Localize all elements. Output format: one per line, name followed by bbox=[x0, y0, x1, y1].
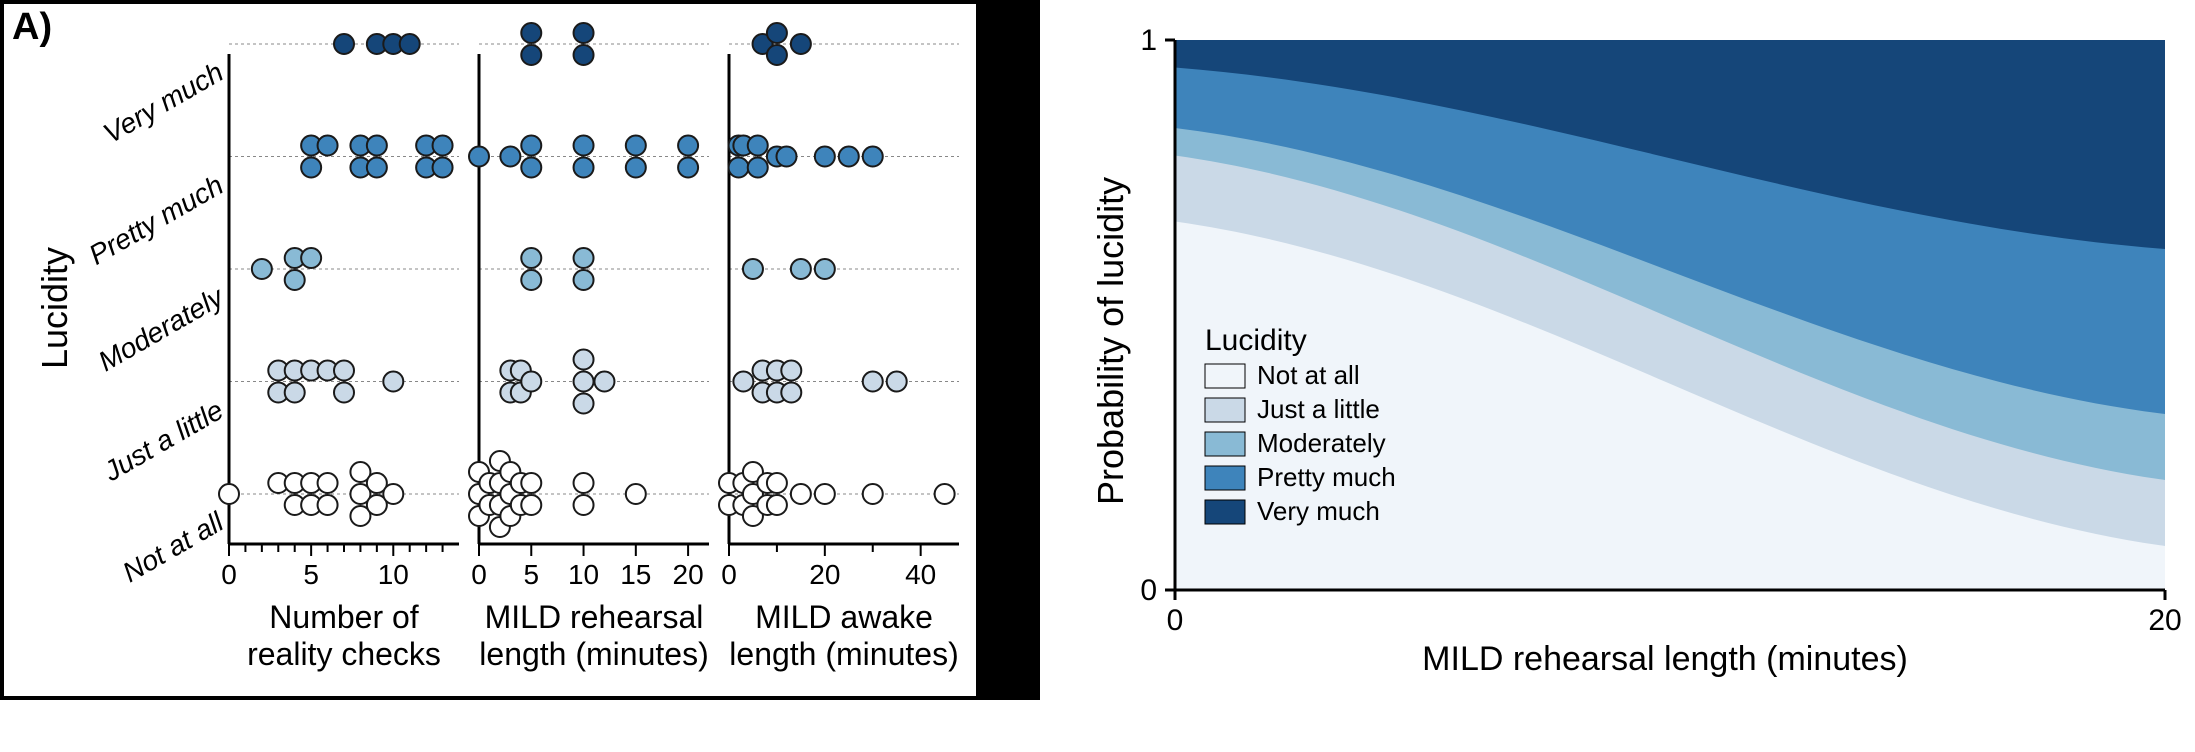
probability-chart: 01020LucidityNot at allJust a littleMode… bbox=[1045, 0, 2195, 700]
xlabel-2: MILD awakelength (minutes) bbox=[719, 599, 969, 673]
svg-text:0: 0 bbox=[1167, 604, 1184, 637]
gap-black-bar bbox=[980, 0, 1040, 700]
svg-text:Very much: Very much bbox=[1257, 496, 1380, 526]
svg-text:0: 0 bbox=[221, 559, 237, 590]
svg-text:Lucidity: Lucidity bbox=[1205, 324, 1307, 357]
scatter-plots: 0 5 10 0 5 10 15 20 0 20 40 bbox=[4, 4, 976, 696]
svg-text:Just a little: Just a little bbox=[1257, 394, 1380, 424]
svg-text:10: 10 bbox=[378, 559, 409, 590]
svg-text:5: 5 bbox=[303, 559, 319, 590]
svg-text:20: 20 bbox=[673, 559, 704, 590]
svg-text:1: 1 bbox=[1140, 24, 1157, 57]
figure-page: A) Lucidity Not at allJust a littleModer… bbox=[0, 0, 2195, 752]
svg-text:40: 40 bbox=[905, 559, 936, 590]
svg-text:Moderately: Moderately bbox=[1257, 428, 1386, 458]
svg-text:0: 0 bbox=[1140, 574, 1157, 607]
svg-text:20: 20 bbox=[809, 559, 840, 590]
svg-text:Pretty much: Pretty much bbox=[1257, 462, 1396, 492]
panel-B-x-axis-title: MILD rehearsal length (minutes) bbox=[1315, 640, 2015, 679]
svg-text:5: 5 bbox=[523, 559, 539, 590]
svg-text:15: 15 bbox=[620, 559, 651, 590]
svg-text:0: 0 bbox=[721, 559, 737, 590]
svg-text:0: 0 bbox=[471, 559, 487, 590]
svg-text:20: 20 bbox=[2148, 604, 2181, 637]
svg-text:Not at all: Not at all bbox=[1257, 360, 1360, 390]
xlabel-1: MILD rehearsallength (minutes) bbox=[469, 599, 719, 673]
svg-text:10: 10 bbox=[568, 559, 599, 590]
panel-A: A) Lucidity Not at allJust a littleModer… bbox=[0, 0, 980, 700]
xlabel-0: Number ofreality checks bbox=[219, 599, 469, 673]
panel-B: Probability of lucidity 01020LucidityNot… bbox=[1045, 0, 2195, 700]
